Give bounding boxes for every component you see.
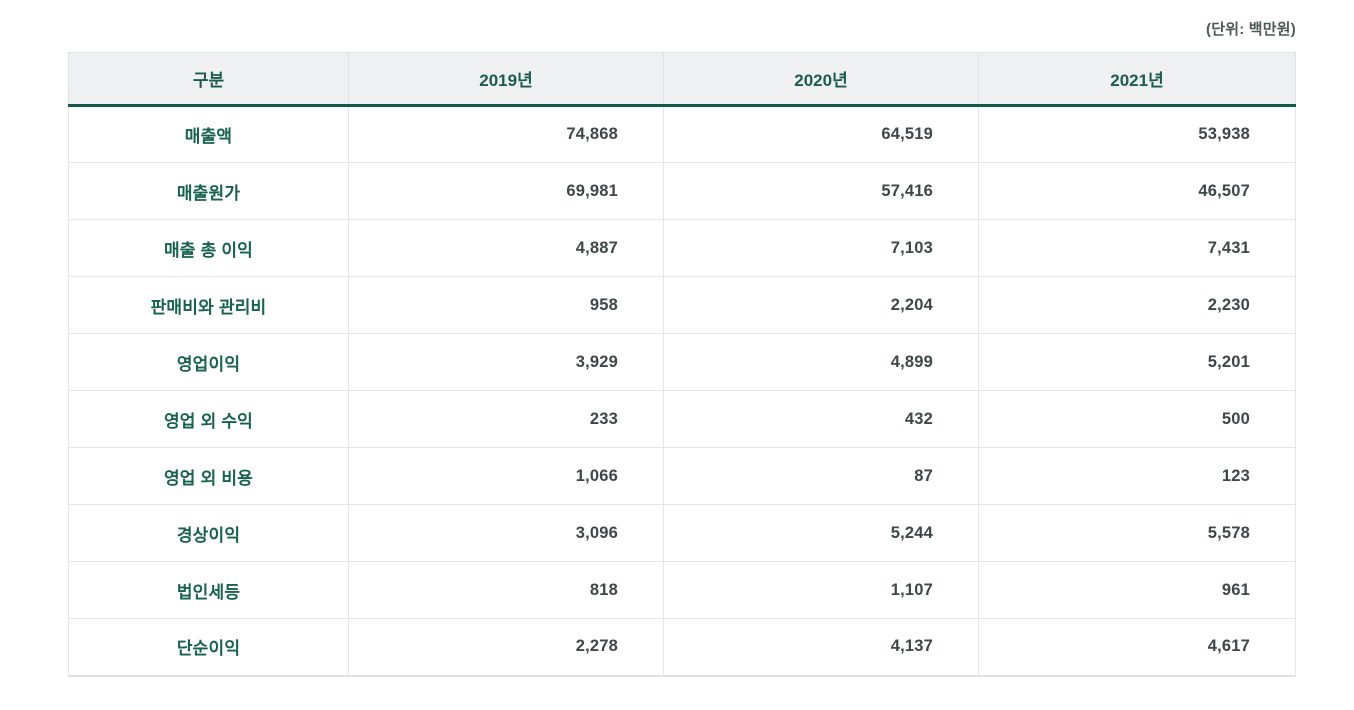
row-label: 단순이익	[68, 618, 349, 677]
table-row: 단순이익 2,278 4,137 4,617	[68, 618, 1296, 677]
value-cell: 2,230	[978, 276, 1296, 334]
value-cell: 87	[663, 447, 979, 505]
value-cell: 4,899	[663, 333, 979, 391]
table-row: 매출 총 이익 4,887 7,103 7,431	[68, 219, 1296, 277]
value-cell: 5,578	[978, 504, 1296, 562]
value-cell: 123	[978, 447, 1296, 505]
row-label: 매출 총 이익	[68, 219, 349, 277]
table-row: 영업이익 3,929 4,899 5,201	[68, 333, 1296, 391]
table-row: 영업 외 비용 1,066 87 123	[68, 447, 1296, 505]
value-cell: 1,066	[348, 447, 664, 505]
table-row: 경상이익 3,096 5,244 5,578	[68, 504, 1296, 562]
value-cell: 69,981	[348, 162, 664, 220]
table-row: 매출액 74,868 64,519 53,938	[68, 105, 1296, 163]
value-cell: 3,096	[348, 504, 664, 562]
value-cell: 500	[978, 390, 1296, 448]
row-label: 매출원가	[68, 162, 349, 220]
table-row: 매출원가 69,981 57,416 46,507	[68, 162, 1296, 220]
value-cell: 57,416	[663, 162, 979, 220]
value-cell: 958	[348, 276, 664, 334]
value-cell: 2,278	[348, 618, 664, 677]
row-label: 영업 외 수익	[68, 390, 349, 448]
value-cell: 53,938	[978, 105, 1296, 163]
col-header-2021: 2021년	[978, 52, 1296, 107]
value-cell: 74,868	[348, 105, 664, 163]
value-cell: 432	[663, 390, 979, 448]
table-row: 판매비와 관리비 958 2,204 2,230	[68, 276, 1296, 334]
row-label: 판매비와 관리비	[68, 276, 349, 334]
value-cell: 4,137	[663, 618, 979, 677]
col-header-2020: 2020년	[663, 52, 979, 107]
value-cell: 7,103	[663, 219, 979, 277]
value-cell: 1,107	[663, 561, 979, 619]
value-cell: 4,617	[978, 618, 1296, 677]
value-cell: 64,519	[663, 105, 979, 163]
value-cell: 3,929	[348, 333, 664, 391]
col-header-category: 구분	[68, 52, 349, 107]
value-cell: 5,244	[663, 504, 979, 562]
value-cell: 2,204	[663, 276, 979, 334]
unit-label: (단위: 백만원)	[1206, 21, 1296, 38]
row-label: 영업 외 비용	[68, 447, 349, 505]
row-label: 영업이익	[68, 333, 349, 391]
value-cell: 961	[978, 561, 1296, 619]
value-cell: 5,201	[978, 333, 1296, 391]
value-cell: 7,431	[978, 219, 1296, 277]
value-cell: 46,507	[978, 162, 1296, 220]
table-row: 영업 외 수익 233 432 500	[68, 390, 1296, 448]
row-label: 경상이익	[68, 504, 349, 562]
table-row: 법인세등 818 1,107 961	[68, 561, 1296, 619]
row-label: 법인세등	[68, 561, 349, 619]
value-cell: 818	[348, 561, 664, 619]
income-statement-table: 구분 2019년 2020년 2021년 매출액 74,868 64,519 5…	[68, 52, 1296, 677]
col-header-2019: 2019년	[348, 52, 664, 107]
header-row: 구분 2019년 2020년 2021년	[68, 52, 1296, 107]
value-cell: 233	[348, 390, 664, 448]
value-cell: 4,887	[348, 219, 664, 277]
row-label: 매출액	[68, 105, 349, 163]
